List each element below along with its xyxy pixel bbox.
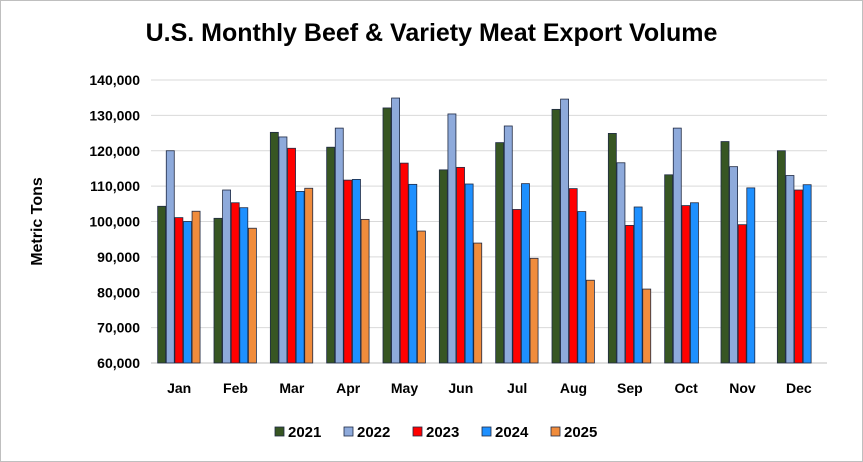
y-tick-label: 130,000 [89,107,140,123]
bar-2022-jul [503,125,513,364]
x-tick-label: Jan [167,380,191,396]
bar-2022-apr [334,127,344,364]
bar-2025-aug [586,279,595,364]
bar-2024-jan [183,221,192,364]
bar-2021-aug [551,108,561,364]
bar-2022-nov [729,166,738,364]
bar-2022-dec [785,175,795,364]
y-tick-label: 80,000 [97,284,140,300]
bar-2023-aug [568,188,578,364]
bar-2021-may [382,107,392,364]
bar-2024-nov [746,187,756,364]
bar-2022-aug [560,98,569,364]
x-tick-label: Dec [786,380,812,396]
bar-2023-nov [737,224,747,364]
bar-2023-jun [456,166,465,364]
bar-2023-mar [287,147,296,364]
x-tick-label: Jul [507,380,527,396]
y-tick-label: 120,000 [89,143,140,159]
bar-2021-jun [438,169,448,364]
bar-2022-feb [222,189,232,364]
bar-2023-jan [174,217,184,364]
x-tick-label: Aug [560,380,587,396]
x-tick-label: Sep [617,380,643,396]
legend-swatch-2022 [343,426,354,437]
bar-2021-dec [776,150,786,364]
bar-2023-jul [512,209,522,364]
bar-2021-oct [664,174,674,364]
legend-label-2025: 2025 [564,424,597,441]
y-axis-title: Metric Tons [29,177,46,266]
legend-swatch-2025 [550,426,561,437]
bar-2024-mar [295,191,305,364]
bar-2024-oct [690,202,699,364]
x-tick-label: Feb [223,380,248,396]
bar-2024-jul [521,183,530,364]
y-tick-label: 110,000 [90,178,140,194]
bar-2024-feb [239,207,249,364]
bar-2024-aug [577,211,587,364]
bar-2022-mar [278,136,288,364]
bar-2021-feb [213,217,223,364]
bar-2024-apr [352,179,361,364]
bar-2021-nov [720,141,730,364]
x-tick-label: Mar [279,380,304,396]
bar-2021-mar [269,131,279,364]
bar-2025-may [416,230,426,364]
legend-swatch-2021 [274,426,285,437]
x-tick-label: Oct [674,380,698,396]
legend-label-2022: 2022 [357,424,390,441]
legend-label-2021: 2021 [288,424,321,441]
bar-2025-jun [473,242,483,364]
bar-2024-dec [802,184,812,364]
bar-2023-may [399,162,409,364]
bar-2024-may [408,183,418,364]
legend-label-2024: 2024 [495,424,529,441]
bar-2022-jan [165,150,175,364]
bar-2023-sep [625,224,634,364]
bar-2021-apr [326,146,336,364]
bar-2023-dec [794,189,803,364]
y-tick-label: 90,000 [97,249,140,265]
x-tick-label: Jun [448,380,473,396]
bar-2025-jan [191,210,201,364]
bar-2023-oct [681,205,691,364]
bar-2021-jan [157,205,167,364]
bar-2024-sep [633,206,643,364]
bar-2025-mar [304,187,314,364]
bar-2025-feb [247,227,257,364]
bar-2025-sep [642,288,652,364]
x-tick-label: May [391,380,418,396]
bar-2023-feb [230,202,240,364]
y-tick-label: 140,000 [89,72,140,88]
legend-label-2023: 2023 [426,424,459,441]
bar-2023-apr [343,179,353,364]
bar-2021-sep [607,133,617,364]
bar-2022-oct [672,127,682,364]
bar-2022-jun [447,113,457,364]
chart-title: U.S. Monthly Beef & Variety Meat Export … [145,19,718,47]
bar-2022-may [391,97,401,364]
y-tick-label: 70,000 [97,320,140,336]
legend-swatch-2024 [481,426,492,437]
bar-2025-jul [529,257,539,364]
legend-swatch-2023 [412,426,423,437]
x-tick-label: Nov [729,380,756,396]
bar-2025-apr [360,218,370,364]
bar-2022-sep [616,162,626,364]
bar-2024-jun [464,183,474,364]
y-tick-label: 60,000 [97,355,140,371]
y-tick-label: 100,000 [89,214,140,230]
x-tick-label: Apr [336,380,361,396]
bar-2021-jul [495,142,505,364]
